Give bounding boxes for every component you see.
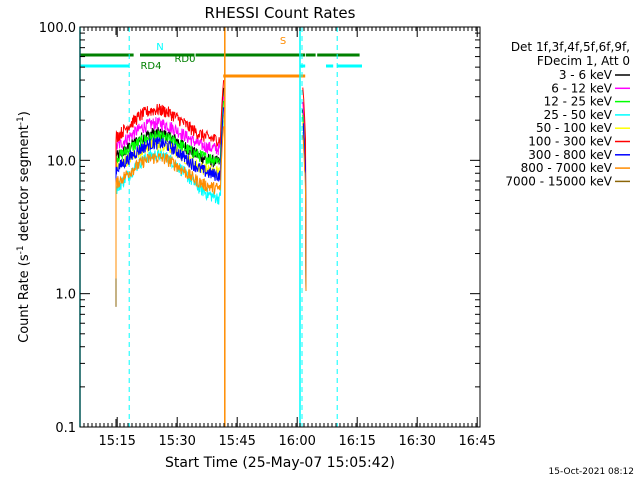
y-tick-label: 10.0 (47, 154, 76, 169)
series-line (115, 107, 225, 307)
legend-entry-label: 7000 - 15000 keV (505, 174, 612, 188)
flag-label-s: S (280, 36, 286, 47)
axis-ticks: 15:15 15:30 15:45 16:00 16:15 16:30 16:45 0.1 1.… (39, 21, 496, 449)
y-axis-label-part: detector segment (17, 125, 32, 245)
legend-entry-label: 300 - 800 keV (528, 148, 612, 162)
x-tick-label: 15:30 (158, 434, 195, 449)
legend-entry-label: 12 - 25 keV (544, 95, 613, 109)
footer-date: 15-Oct-2021 08:12 (549, 467, 634, 477)
legend-entry-label: 25 - 50 keV (544, 108, 613, 122)
y-tick-label: 1.0 (55, 288, 76, 303)
y-axis-label-part: ) (17, 111, 32, 116)
legend: Det 1f,3f,4f,5f,6f,9f, FDecim 1, Att 0 3… (505, 40, 630, 188)
x-tick-label: 16:30 (398, 434, 435, 449)
chart-title: RHESSI Count Rates (205, 4, 356, 22)
flag-label-rd0: RD0 (174, 54, 195, 65)
x-tick-label: 16:00 (278, 434, 315, 449)
y-tick-label: 0.1 (55, 421, 76, 436)
y-axis-label-superscript: -1 (16, 245, 26, 254)
series-line (115, 100, 225, 306)
legend-entry-label: 50 - 100 keV (536, 121, 613, 135)
count-rate-series (115, 80, 307, 307)
x-tick-label: 15:15 (98, 434, 135, 449)
series-line-segment-2 (302, 123, 307, 291)
series-line (115, 126, 225, 307)
legend-header-line: Det 1f,3f,4f,5f,6f,9f, (511, 40, 630, 54)
legend-entry-label: 800 - 7000 keV (521, 161, 613, 175)
y-axis-label-superscript: -1 (16, 116, 26, 125)
flag-label-n: N (156, 42, 163, 53)
y-axis-label-part: Count Rate (s (17, 254, 32, 343)
flag-label-rd4: RD4 (140, 61, 161, 72)
series-line (115, 80, 225, 290)
x-axis-label: Start Time (25-May-07 15:05:42) (165, 455, 395, 471)
y-tick-label: 100.0 (39, 21, 76, 36)
legend-entry-label: 100 - 300 keV (528, 135, 612, 149)
series-line (115, 114, 225, 307)
y-axis-label: Count Rate (s-1 detector segment-1) (16, 111, 32, 343)
series-line-segment-2 (302, 87, 307, 290)
x-tick-label: 16:45 (458, 434, 495, 449)
x-tick-label: 15:45 (218, 434, 255, 449)
series-line (115, 96, 225, 297)
legend-entry-label: 3 - 6 keV (559, 68, 613, 82)
instrument-flag-bars: N S RD0 RD4 (80, 36, 362, 78)
series-line-segment-2 (302, 135, 307, 291)
legend-entry-label: 6 - 12 keV (551, 81, 613, 95)
x-tick-label: 16:15 (338, 434, 375, 449)
legend-header-line: FDecim 1, Att 0 (537, 54, 630, 68)
